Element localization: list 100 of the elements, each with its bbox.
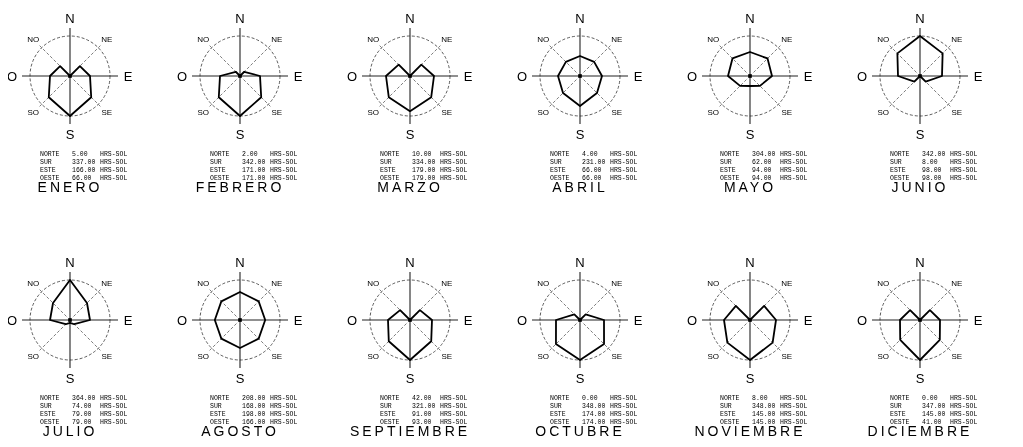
spoke-label: NE: [441, 278, 453, 288]
spoke-label: SO: [367, 352, 380, 362]
spoke-label: S: [65, 126, 75, 142]
spoke-label: S: [235, 370, 245, 386]
spoke-label: E: [803, 312, 813, 328]
spoke-label: O: [176, 68, 188, 84]
spoke-label: NE: [611, 34, 623, 44]
spoke-label: N: [745, 254, 755, 270]
spoke-label: NE: [951, 278, 963, 288]
spoke-label: E: [973, 312, 983, 328]
spoke-label: NO: [537, 34, 550, 44]
spoke-label: O: [856, 68, 868, 84]
spoke-label: N: [575, 10, 585, 26]
spoke-label: O: [686, 312, 698, 328]
spoke-label: O: [686, 68, 698, 84]
spoke-label: N: [235, 254, 245, 270]
spoke-label: E: [293, 312, 303, 328]
spoke-label: SE: [781, 108, 793, 118]
spoke-label: S: [745, 370, 755, 386]
spoke-label: E: [463, 68, 473, 84]
spoke-label: SE: [101, 352, 113, 362]
spoke-label: SE: [611, 352, 623, 362]
spoke-label: N: [575, 254, 585, 270]
spoke-label: SE: [611, 108, 623, 118]
spoke-label: E: [633, 68, 643, 84]
spoke-label: SO: [27, 352, 40, 362]
spoke-label: SE: [441, 108, 453, 118]
text: DICIEMBRE: [867, 423, 973, 439]
spoke-label: NO: [707, 34, 720, 44]
text: JULIO: [42, 423, 98, 439]
text: MARZO: [377, 179, 443, 195]
spoke-label: N: [745, 10, 755, 26]
spoke-label: S: [575, 370, 585, 386]
spoke-label: SE: [271, 108, 283, 118]
spoke-label: O: [856, 312, 868, 328]
spoke-label: S: [65, 370, 75, 386]
spoke-label: NO: [367, 278, 380, 288]
spoke-label: O: [6, 68, 18, 84]
spoke-label: NO: [877, 34, 890, 44]
spoke-label: O: [176, 312, 188, 328]
spoke-label: E: [123, 312, 133, 328]
spoke-label: NO: [367, 34, 380, 44]
spoke-label: N: [915, 254, 925, 270]
spoke-label: N: [235, 10, 245, 26]
spoke-label: E: [463, 312, 473, 328]
spoke-label: NO: [707, 278, 720, 288]
spoke-label: S: [235, 126, 245, 142]
spoke-label: S: [575, 126, 585, 142]
spoke-label: O: [346, 312, 358, 328]
spoke-label: S: [915, 370, 925, 386]
spoke-label: NO: [537, 278, 550, 288]
spoke-label: E: [803, 68, 813, 84]
spoke-label: SO: [707, 352, 720, 362]
spoke-label: NE: [441, 34, 453, 44]
spoke-label: NO: [197, 34, 210, 44]
spoke-label: SO: [197, 352, 210, 362]
spoke-label: SE: [951, 108, 963, 118]
text: SEPTIEMBRE: [349, 423, 471, 439]
spoke-label: NE: [101, 278, 113, 288]
spoke-label: SE: [951, 352, 963, 362]
spoke-label: NE: [101, 34, 113, 44]
spoke-label: N: [405, 10, 415, 26]
text: FEBRERO: [195, 179, 285, 195]
spoke-label: NO: [27, 278, 40, 288]
spoke-label: O: [516, 312, 528, 328]
spoke-label: O: [346, 68, 358, 84]
text: NOVIEMBRE: [694, 423, 806, 439]
spoke-label: E: [123, 68, 133, 84]
spoke-label: SE: [781, 352, 793, 362]
spoke-label: SO: [367, 108, 380, 118]
spoke-label: E: [293, 68, 303, 84]
spoke-label: NO: [877, 278, 890, 288]
spoke-label: NE: [951, 34, 963, 44]
spoke-label: NO: [27, 34, 40, 44]
text: AGOSTO: [201, 423, 279, 439]
text: ABRIL: [552, 179, 608, 195]
spoke-label: S: [915, 126, 925, 142]
spoke-label: S: [745, 126, 755, 142]
spoke-label: SO: [877, 108, 890, 118]
spoke-label: O: [516, 68, 528, 84]
spoke-label: NE: [271, 34, 283, 44]
text: MAYO: [723, 179, 777, 195]
spoke-label: SO: [707, 108, 720, 118]
spoke-label: S: [405, 370, 415, 386]
spoke-label: SO: [197, 108, 210, 118]
text: OCTUBRE: [535, 423, 625, 439]
spoke-label: SE: [271, 352, 283, 362]
spoke-label: NE: [611, 278, 623, 288]
spoke-label: NE: [271, 278, 283, 288]
spoke-label: SO: [27, 108, 40, 118]
spoke-label: S: [405, 126, 415, 142]
spoke-label: E: [973, 68, 983, 84]
spoke-label: O: [6, 312, 18, 328]
spoke-label: NO: [197, 278, 210, 288]
spoke-label: SO: [537, 108, 550, 118]
spoke-label: NE: [781, 278, 793, 288]
text: JUNIO: [891, 179, 949, 195]
spoke-label: E: [633, 312, 643, 328]
spoke-label: N: [915, 10, 925, 26]
spoke-label: SO: [877, 352, 890, 362]
